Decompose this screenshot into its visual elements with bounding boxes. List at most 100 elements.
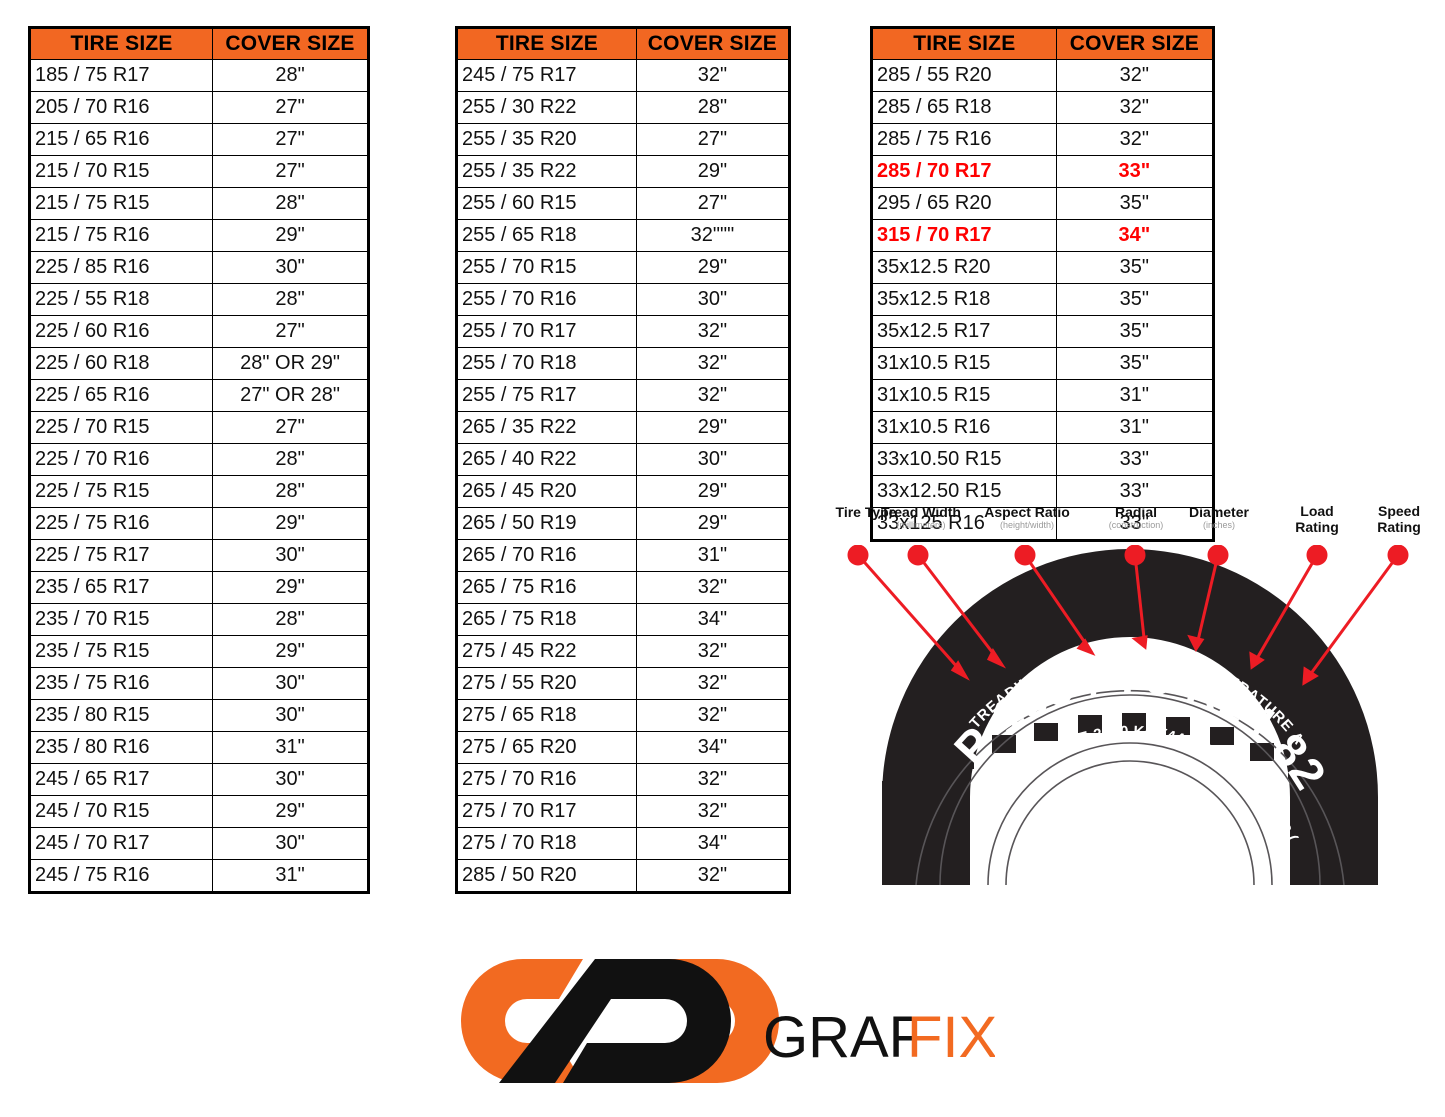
cell-tire-size: 255 / 65 R18 [456,219,637,252]
cell-cover-size: 28" [212,603,369,636]
callout-leader-lines [847,545,1409,686]
table-row: 255 / 35 R22 29" [456,155,791,188]
cell-cover-size: 27" [212,315,369,348]
cell-cover-size: 32" [635,859,791,893]
callout-subtitle: (height/width) [999,520,1055,530]
table-row: 31x10.5 R16 31" [871,411,1215,444]
cell-tire-size: 255 / 75 R17 [456,379,637,412]
table-row: 215 / 75 R16 29" [28,219,369,252]
table-row: 255 / 70 R15 29" [456,251,791,284]
cell-tire-size: 33x12.50 R15 [871,475,1057,508]
cell-tire-size: 265 / 35 R22 [456,411,637,444]
table-row: 265 / 75 R16 32" [456,571,791,604]
table-row: 285 / 55 R20 32" [871,59,1215,92]
table-row: 35x12.5 R18 35" [871,283,1215,316]
cell-cover-size: 30" [212,763,369,796]
cell-tire-size: 255 / 30 R22 [456,91,637,124]
table-row: 265 / 50 R19 29" [456,507,791,540]
table-row: 275 / 65 R20 34" [456,731,791,764]
cell-cover-size: 33" [1055,475,1215,508]
cell-cover-size: 28" [212,443,369,476]
table-row: 225 / 60 R18 28" OR 29" [28,347,369,380]
callout-label-load-rating: Load Rating [1278,503,1356,535]
cell-cover-size: 34" [635,827,791,860]
callout-subtitle: (millimeters) [896,520,946,530]
cell-cover-size: 27" [212,91,369,124]
cell-tire-size: 285 / 65 R18 [871,91,1057,124]
cell-tire-size: 255 / 35 R22 [456,155,637,188]
cell-cover-size: 29" [635,507,791,540]
cell-tire-size: 265 / 50 R19 [456,507,637,540]
table-row: 235 / 75 R15 29" [28,635,369,668]
table-row: 275 / 70 R17 32" [456,795,791,828]
table-row: 245 / 70 R17 30" [28,827,369,860]
cell-cover-size: 28" [212,283,369,316]
table-row: 245 / 70 R15 29" [28,795,369,828]
table-row: 265 / 70 R16 31" [456,539,791,572]
table-header-row: TIRE SIZE COVER SIZE [456,27,791,60]
cell-cover-size: 32" [635,795,791,828]
cell-tire-size: 35x12.5 R20 [871,251,1057,284]
table-row: 255 / 70 R18 32" [456,347,791,380]
column-header-cover-size: COVER SIZE [1055,27,1215,60]
table-row: 255 / 30 R22 28" [456,91,791,124]
table-row: 275 / 70 R18 34" [456,827,791,860]
tire-size-table-3: TIRE SIZE COVER SIZE 285 / 55 R20 32" 285 … [870,26,1215,542]
cell-cover-size: 29" [212,795,369,828]
cell-tire-size: 225 / 70 R16 [28,443,214,476]
cell-cover-size: 35" [1055,251,1215,284]
cell-tire-size: 235 / 70 R15 [28,603,214,636]
table-row: 225 / 85 R16 30" [28,251,369,284]
column-header-cover-size: COVER SIZE [212,27,369,60]
cell-tire-size: 225 / 75 R17 [28,539,214,572]
cell-cover-size: 27" [635,123,791,156]
cell-tire-size: 295 / 65 R20 [871,187,1057,220]
cell-cover-size: 29" [212,571,369,604]
cell-cover-size: 27" [212,123,369,156]
cell-cover-size: 30" [212,667,369,700]
cell-tire-size: 235 / 75 R15 [28,635,214,668]
cell-cover-size: 32" [635,315,791,348]
cell-tire-size: 255 / 70 R15 [456,251,637,284]
cell-tire-size: 215 / 75 R15 [28,187,214,220]
cell-tire-size: 235 / 80 R15 [28,699,214,732]
table-body: 285 / 55 R20 32" 285 / 65 R18 32" 285 / 75 R… [871,59,1215,541]
cell-tire-size: 215 / 65 R16 [28,123,214,156]
table-row: 285 / 75 R16 32" [871,123,1215,156]
cell-tire-size: 265 / 75 R18 [456,603,637,636]
callout-label-tire-type: Tire Type [820,505,912,520]
callout-label-diameter: Diameter (inches) [1172,505,1266,531]
cell-cover-size: 31" [1055,379,1215,412]
cell-tire-size: 215 / 75 R16 [28,219,214,252]
tire-body-shape [882,549,1378,885]
cell-cover-size: 27" [212,155,369,188]
cell-tire-size: 225 / 65 R16 [28,379,214,412]
cell-cover-size: 28" [635,91,791,124]
cell-cover-size: 30" [212,699,369,732]
cell-tire-size: 245 / 75 R17 [456,59,637,92]
table-row: 225 / 65 R16 27" OR 28" [28,379,369,412]
cell-tire-size: 31x10.5 R15 [871,379,1057,412]
callout-title: Tire Type [835,504,897,520]
callout-label-aspect-ratio: Aspect Ratio (height/width) [975,505,1079,531]
cell-tire-size: 245 / 70 R17 [28,827,214,860]
table-row: 35x12.5 R20 35" [871,251,1215,284]
cell-tire-size: 31x10.5 R15 [871,347,1057,380]
table-row: 235 / 80 R16 31" [28,731,369,764]
cell-cover-size: 29" [212,507,369,540]
cell-cover-size: 32""" [635,219,791,252]
cell-tire-size: 245 / 70 R15 [28,795,214,828]
callout-label-radial: Radial (construction) [1088,505,1184,531]
callout-title: Load Rating [1295,503,1339,535]
cell-cover-size: 30" [212,539,369,572]
table-row: 275 / 55 R20 32" [456,667,791,700]
table-row: 255 / 65 R18 32""" [456,219,791,252]
cell-tire-size: 265 / 45 R20 [456,475,637,508]
cell-cover-size: 34" [1055,219,1215,252]
cell-cover-size: 29" [635,251,791,284]
cell-tire-size: 235 / 65 R17 [28,571,214,604]
cell-tire-size: 265 / 70 R16 [456,539,637,572]
table-row: 265 / 75 R18 34" [456,603,791,636]
logo-word-graf: GRAF [763,1005,924,1070]
cell-cover-size: 31" [1055,411,1215,444]
